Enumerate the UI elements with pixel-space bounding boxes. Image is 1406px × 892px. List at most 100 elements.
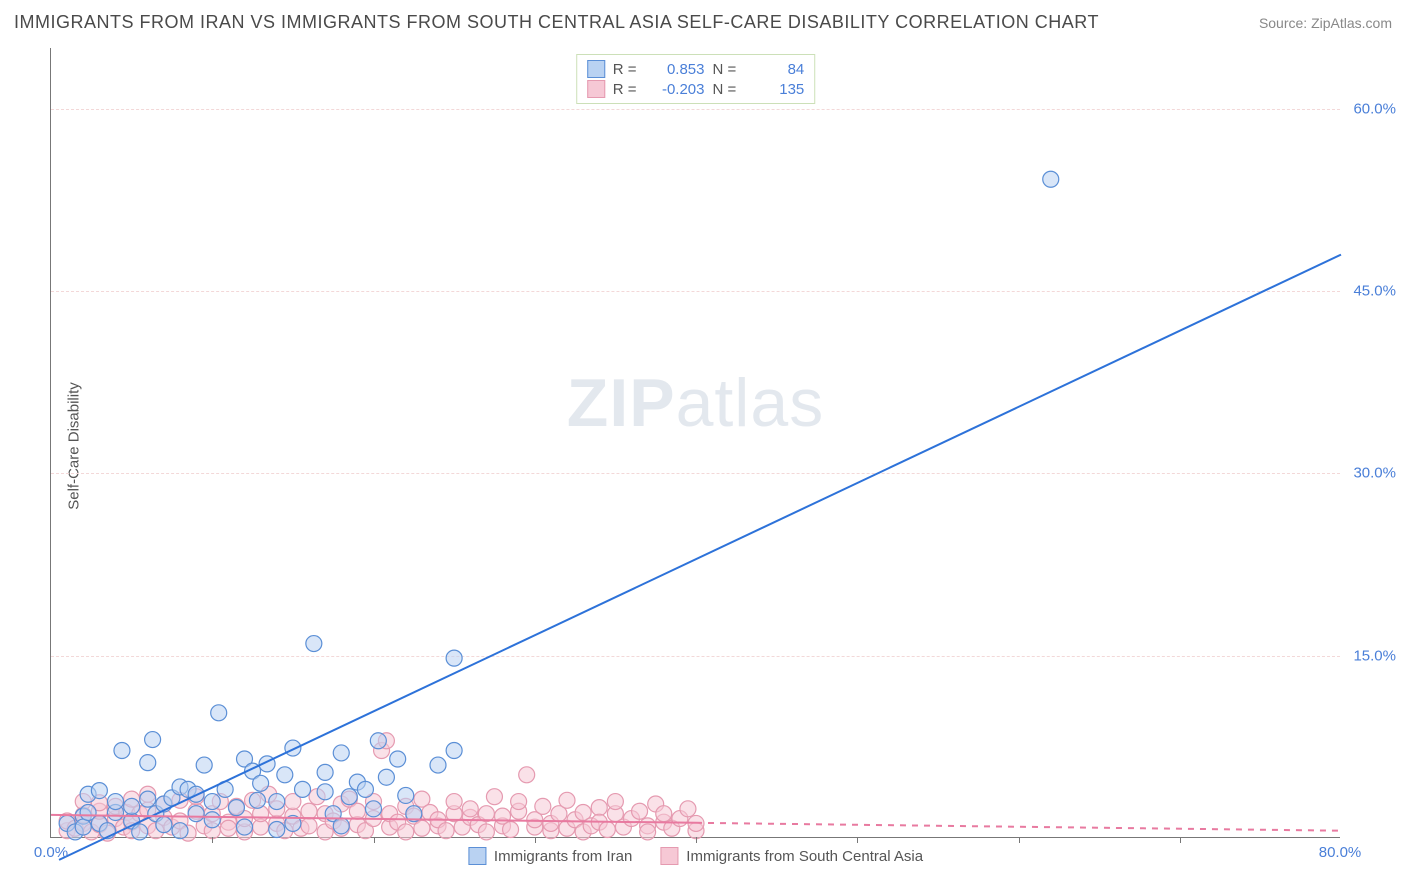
data-point <box>317 764 333 780</box>
data-point <box>211 705 227 721</box>
data-point <box>390 751 406 767</box>
data-point <box>301 803 317 819</box>
data-point <box>430 757 446 773</box>
swatch-iran <box>587 60 605 78</box>
data-point <box>269 821 285 837</box>
chart-title: IMMIGRANTS FROM IRAN VS IMMIGRANTS FROM … <box>14 12 1099 33</box>
data-point <box>285 740 301 756</box>
data-point <box>370 733 386 749</box>
x-tick-mark <box>857 837 858 843</box>
data-point <box>269 794 285 810</box>
data-point <box>140 791 156 807</box>
r-label: R = <box>613 81 637 98</box>
r-label: R = <box>613 61 637 78</box>
x-tick-mark <box>212 837 213 843</box>
data-point <box>249 792 265 808</box>
swatch-sca <box>660 847 678 865</box>
y-tick-label: 60.0% <box>1353 100 1396 117</box>
data-point <box>656 806 672 822</box>
data-point <box>228 800 244 816</box>
scatter-svg <box>51 48 1340 837</box>
stats-row-iran: R = 0.853 N = 84 <box>587 59 805 79</box>
x-tick-min: 0.0% <box>34 844 68 861</box>
data-point <box>156 817 172 833</box>
x-tick-mark <box>535 837 536 843</box>
data-point <box>414 820 430 836</box>
data-point <box>75 819 91 835</box>
stats-row-sca: R = -0.203 N = 135 <box>587 79 805 99</box>
data-point <box>640 824 656 840</box>
y-tick-label: 30.0% <box>1353 465 1396 482</box>
data-point <box>253 775 269 791</box>
x-tick-max: 80.0% <box>1319 844 1362 861</box>
data-point <box>204 794 220 810</box>
n-label: N = <box>713 81 737 98</box>
data-point <box>301 818 317 834</box>
data-point <box>398 787 414 803</box>
data-point <box>237 819 253 835</box>
legend-bottom: Immigrants from Iran Immigrants from Sou… <box>468 847 923 865</box>
data-point <box>462 801 478 817</box>
data-point <box>559 792 575 808</box>
correlation-stats-box: R = 0.853 N = 84 R = -0.203 N = 135 <box>576 54 816 104</box>
data-point <box>378 769 394 785</box>
y-tick-label: 15.0% <box>1353 647 1396 664</box>
regression-line <box>59 255 1341 860</box>
data-point <box>188 806 204 822</box>
legend-item-iran: Immigrants from Iran <box>468 847 632 865</box>
data-point <box>511 794 527 810</box>
data-point <box>145 732 161 748</box>
x-tick-mark <box>1019 837 1020 843</box>
x-tick-mark <box>374 837 375 843</box>
data-point <box>366 801 382 817</box>
data-point <box>172 823 188 839</box>
data-point <box>535 798 551 814</box>
n-value-iran: 84 <box>744 61 804 78</box>
data-point <box>1043 171 1059 187</box>
x-tick-mark <box>1180 837 1181 843</box>
data-point <box>438 823 454 839</box>
data-point <box>446 650 462 666</box>
legend-label-sca: Immigrants from South Central Asia <box>686 848 923 865</box>
data-point <box>114 742 130 758</box>
data-point <box>317 784 333 800</box>
data-point <box>446 742 462 758</box>
data-point <box>341 789 357 805</box>
data-point <box>91 783 107 799</box>
data-point <box>124 798 140 814</box>
data-point <box>333 745 349 761</box>
data-point <box>446 794 462 810</box>
data-point <box>519 767 535 783</box>
data-point <box>140 755 156 771</box>
r-value-iran: 0.853 <box>645 61 705 78</box>
y-tick-label: 45.0% <box>1353 283 1396 300</box>
data-point <box>108 794 124 810</box>
data-point <box>333 818 349 834</box>
r-value-sca: -0.203 <box>645 81 705 98</box>
swatch-sca <box>587 80 605 98</box>
legend-item-sca: Immigrants from South Central Asia <box>660 847 923 865</box>
data-point <box>196 757 212 773</box>
data-point <box>277 767 293 783</box>
data-point <box>220 820 236 836</box>
data-point <box>478 824 494 840</box>
data-point <box>680 801 696 817</box>
data-point <box>486 789 502 805</box>
data-point <box>503 821 519 837</box>
data-point <box>204 812 220 828</box>
data-point <box>132 824 148 840</box>
data-point <box>591 800 607 816</box>
regression-line-extrapolated <box>696 823 1341 831</box>
chart-header: IMMIGRANTS FROM IRAN VS IMMIGRANTS FROM … <box>14 12 1392 33</box>
data-point <box>349 803 365 819</box>
data-point <box>599 821 615 837</box>
data-point <box>357 781 373 797</box>
data-point <box>398 824 414 840</box>
swatch-iran <box>468 847 486 865</box>
data-point <box>632 803 648 819</box>
legend-label-iran: Immigrants from Iran <box>494 848 632 865</box>
plot-area: ZIPatlas R = 0.853 N = 84 R = -0.203 N =… <box>50 48 1340 838</box>
data-point <box>306 636 322 652</box>
n-value-sca: 135 <box>744 81 804 98</box>
x-tick-mark <box>696 837 697 843</box>
